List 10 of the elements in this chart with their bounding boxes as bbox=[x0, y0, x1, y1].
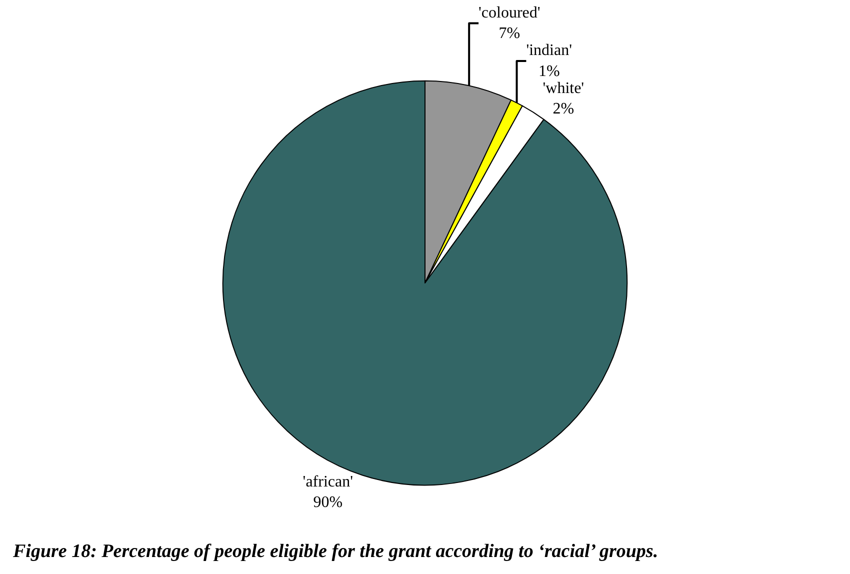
data-label: 90% bbox=[313, 494, 343, 512]
caption: Figure 18: Percentage of people eligible for the grant according to ‘racial’ groups. bbox=[12, 541, 658, 562]
slice-label: 'african' bbox=[302, 473, 354, 490]
slice-label: 'coloured' bbox=[478, 4, 540, 22]
pie-slice bbox=[222, 80, 628, 486]
data-label: 7% bbox=[498, 25, 520, 42]
data-label: 2% bbox=[552, 100, 574, 118]
data-label: 1% bbox=[538, 62, 560, 80]
slice-label: 'white' bbox=[542, 80, 584, 97]
slice-label: 'indian' bbox=[526, 42, 572, 60]
